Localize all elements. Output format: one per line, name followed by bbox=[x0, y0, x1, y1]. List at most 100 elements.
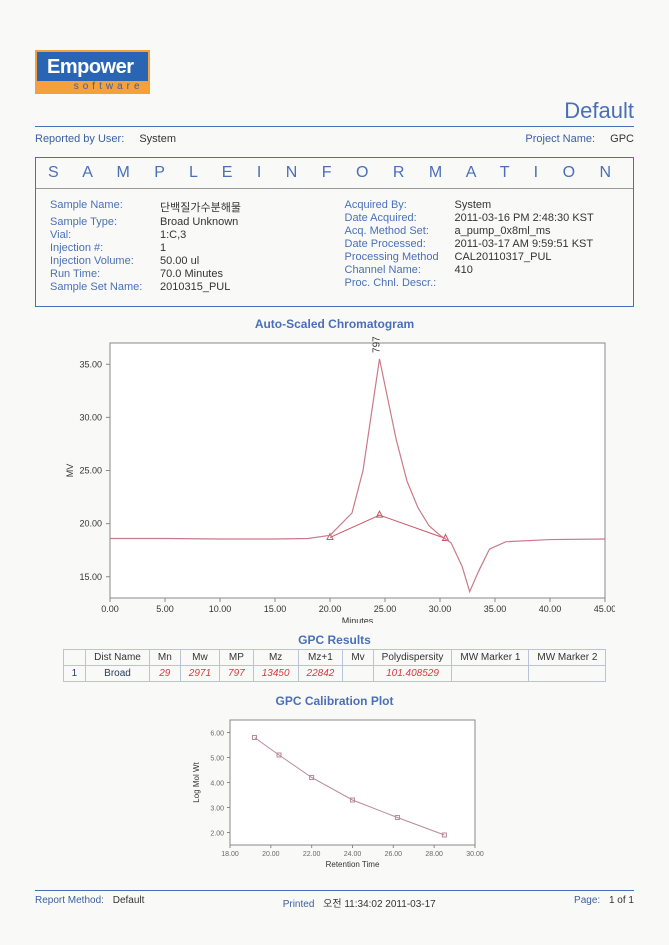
chromatogram-title: Auto-Scaled Chromatogram bbox=[35, 317, 634, 331]
header-rule bbox=[35, 126, 634, 127]
svg-text:2.00: 2.00 bbox=[210, 831, 224, 838]
info-line: Sample Name:단백질가수분해물 bbox=[50, 199, 325, 215]
info-key: Sample Set Name: bbox=[50, 281, 160, 293]
table-header: Mz+1 bbox=[298, 650, 343, 666]
page-label: Page: bbox=[574, 895, 600, 906]
svg-text:15.00: 15.00 bbox=[263, 604, 286, 614]
info-line: Date Acquired:2011-03-16 PM 2:48:30 KST bbox=[345, 212, 620, 224]
info-line: Run Time:70.0 Minutes bbox=[50, 268, 325, 280]
logo-text: Empower bbox=[37, 52, 148, 81]
svg-text:4.00: 4.00 bbox=[210, 781, 224, 788]
info-value: 1 bbox=[160, 242, 166, 254]
svg-text:3.00: 3.00 bbox=[210, 806, 224, 813]
info-key: Acquired By: bbox=[345, 199, 455, 211]
header: Empower software Default Reported by Use… bbox=[35, 50, 634, 145]
svg-text:28.00: 28.00 bbox=[425, 851, 443, 858]
info-key: Acq. Method Set: bbox=[345, 225, 455, 237]
gpc-results-title: GPC Results bbox=[35, 633, 634, 647]
empower-logo: Empower software bbox=[35, 50, 150, 94]
info-value: a_pump_0x8ml_ms bbox=[455, 225, 551, 237]
info-value: 2011-03-17 AM 9:59:51 KST bbox=[455, 238, 594, 250]
info-line: Vial:1:C,3 bbox=[50, 229, 325, 241]
svg-text:45.00: 45.00 bbox=[593, 604, 614, 614]
printed-value: 오전 11:34:02 2011-03-17 bbox=[323, 899, 436, 910]
table-cell: 22842 bbox=[298, 666, 343, 682]
info-value: 50.00 ul bbox=[160, 255, 199, 267]
info-key: Proc. Chnl. Descr.: bbox=[345, 277, 455, 289]
info-value: 단백질가수분해물 bbox=[160, 199, 241, 215]
info-value: CAL20110317_PUL bbox=[455, 251, 552, 263]
svg-text:15.00: 15.00 bbox=[79, 572, 102, 582]
info-key: Processing Method bbox=[345, 251, 455, 263]
info-value: 2011-03-16 PM 2:48:30 KST bbox=[455, 212, 594, 224]
table-header: MW Marker 2 bbox=[529, 650, 606, 666]
svg-text:Retention Time: Retention Time bbox=[325, 860, 379, 869]
info-line: Injection #:1 bbox=[50, 242, 325, 254]
svg-text:22.00: 22.00 bbox=[302, 851, 320, 858]
report-method-value: Default bbox=[113, 895, 145, 906]
svg-text:5.00: 5.00 bbox=[156, 604, 174, 614]
sample-information-box: S A M P L E I N F O R M A T I O N Sample… bbox=[35, 157, 634, 307]
project-name-value: GPC bbox=[610, 133, 634, 145]
svg-text:40.00: 40.00 bbox=[538, 604, 561, 614]
section-title: S A M P L E I N F O R M A T I O N bbox=[36, 158, 633, 189]
info-key: Date Acquired: bbox=[345, 212, 455, 224]
info-value: 410 bbox=[455, 264, 473, 276]
info-line: Channel Name:410 bbox=[345, 264, 620, 276]
svg-text:30.00: 30.00 bbox=[466, 851, 484, 858]
svg-text:35.00: 35.00 bbox=[483, 604, 506, 614]
info-key: Injection Volume: bbox=[50, 255, 160, 267]
info-line: Sample Type:Broad Unknown bbox=[50, 216, 325, 228]
info-line: Processing MethodCAL20110317_PUL bbox=[345, 251, 620, 263]
table-cell bbox=[452, 666, 529, 682]
table-header: Mz bbox=[253, 650, 298, 666]
info-key: Sample Type: bbox=[50, 216, 160, 228]
svg-text:24.00: 24.00 bbox=[343, 851, 361, 858]
report-footer: Report Method: Default Printed 오전 11:34:… bbox=[35, 890, 634, 910]
info-line: Sample Set Name:2010315_PUL bbox=[50, 281, 325, 293]
page-value: 1 of 1 bbox=[609, 895, 634, 906]
calibration-title: GPC Calibration Plot bbox=[35, 694, 634, 708]
table-cell: 101.408529 bbox=[373, 666, 452, 682]
svg-text:6.00: 6.00 bbox=[210, 731, 224, 738]
table-header: Mv bbox=[343, 650, 373, 666]
gpc-results-table: Dist NameMnMwMPMzMz+1MvPolydispersityMW … bbox=[63, 649, 607, 682]
table-row: 1Broad2929717971345022842101.408529 bbox=[63, 666, 606, 682]
svg-text:Minutes: Minutes bbox=[341, 616, 373, 623]
table-header bbox=[63, 650, 86, 666]
svg-text:5.00: 5.00 bbox=[210, 756, 224, 763]
svg-text:20.00: 20.00 bbox=[318, 604, 341, 614]
reported-by-value: System bbox=[139, 133, 176, 145]
svg-text:MV: MV bbox=[65, 464, 75, 478]
table-cell: 29 bbox=[149, 666, 180, 682]
table-header: Dist Name bbox=[86, 650, 150, 666]
table-header: Mw bbox=[180, 650, 219, 666]
info-key: Channel Name: bbox=[345, 264, 455, 276]
table-header: MP bbox=[220, 650, 254, 666]
info-left-column: Sample Name:단백질가수분해물Sample Type:Broad Un… bbox=[50, 199, 325, 294]
logo-subtext: software bbox=[37, 81, 148, 92]
info-line: Injection Volume:50.00 ul bbox=[50, 255, 325, 267]
project-name-label: Project Name: bbox=[525, 133, 595, 145]
info-key: Vial: bbox=[50, 229, 160, 241]
footer-rule bbox=[35, 890, 634, 891]
info-line: Date Processed:2011-03-17 AM 9:59:51 KST bbox=[345, 238, 620, 250]
info-value: System bbox=[455, 199, 492, 211]
svg-text:20.00: 20.00 bbox=[79, 519, 102, 529]
svg-text:Log Mol Wt: Log Mol Wt bbox=[192, 762, 201, 803]
svg-text:10.00: 10.00 bbox=[208, 604, 231, 614]
table-cell bbox=[529, 666, 606, 682]
info-key: Injection #: bbox=[50, 242, 160, 254]
svg-text:797: 797 bbox=[371, 336, 382, 353]
report-method-label: Report Method: bbox=[35, 895, 104, 906]
table-cell bbox=[343, 666, 373, 682]
svg-text:25.00: 25.00 bbox=[373, 604, 396, 614]
info-line: Proc. Chnl. Descr.: bbox=[345, 277, 620, 289]
default-label: Default bbox=[564, 98, 634, 124]
info-value: 70.0 Minutes bbox=[160, 268, 223, 280]
svg-text:25.00: 25.00 bbox=[79, 466, 102, 476]
info-value: Broad Unknown bbox=[160, 216, 238, 228]
table-cell: 797 bbox=[220, 666, 254, 682]
info-value: 2010315_PUL bbox=[160, 281, 230, 293]
info-right-column: Acquired By:SystemDate Acquired:2011-03-… bbox=[345, 199, 620, 294]
